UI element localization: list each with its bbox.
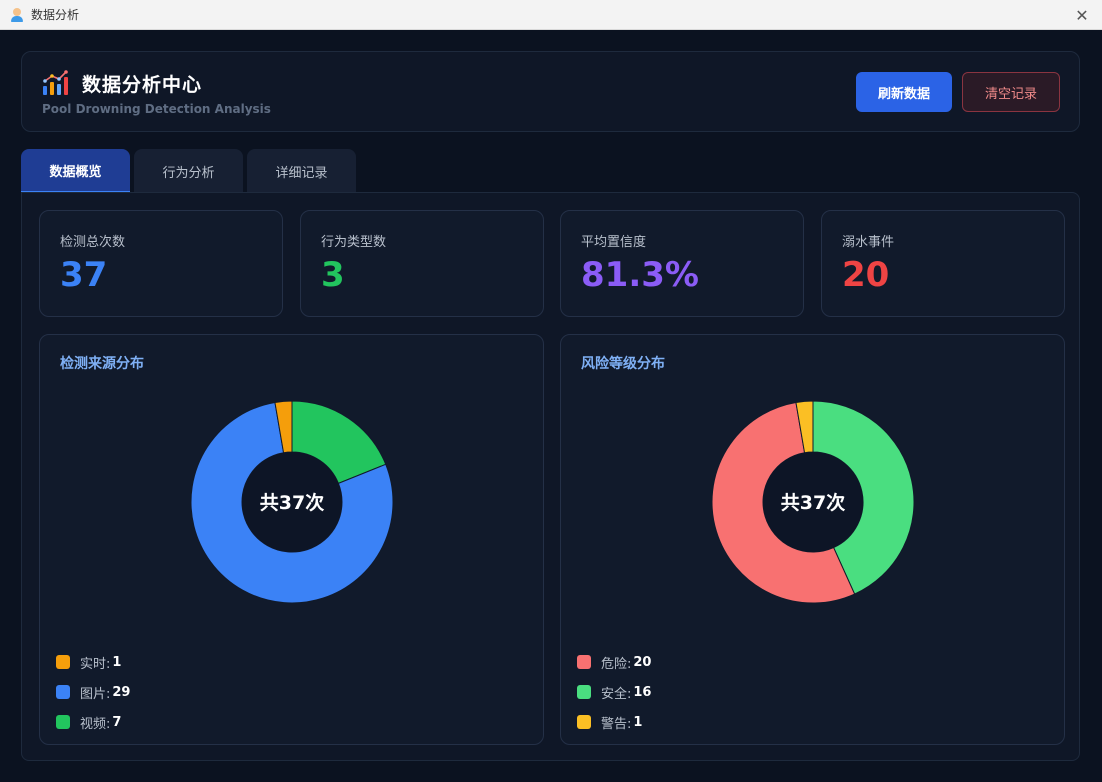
legend-value: 1 [112, 654, 122, 670]
window-title: 数据分析 [31, 8, 80, 22]
risk-distribution-card: 风险等级分布 共37次 危险: 20 安全: 16 警告: 1 [560, 334, 1065, 745]
donut-hole [763, 452, 863, 552]
legend-value: 7 [112, 714, 122, 730]
stat-label: 行为类型数 [321, 235, 387, 250]
legend-swatch [56, 715, 70, 729]
main-area: 数据分析中心 Pool Drowning Detection Analysis … [0, 31, 1102, 782]
stat-value: 20 [842, 255, 890, 295]
legend-label: 安全: [601, 686, 632, 702]
donut-hole [242, 452, 342, 552]
donut-slice-图片 [190, 401, 394, 604]
chart-legend: 实时: 1 图片: 29 视频: 7 [56, 647, 130, 737]
clear-records-button[interactable]: 清空记录 [962, 72, 1060, 112]
stat-label: 平均置信度 [581, 235, 647, 250]
stat-card-avg-confidence: 平均置信度 81.3% [560, 210, 804, 317]
app-icon [9, 7, 25, 23]
refresh-data-button[interactable]: 刷新数据 [856, 72, 952, 112]
legend-label: 视频: [80, 716, 111, 732]
stat-value: 37 [60, 255, 108, 295]
window-titlebar: 数据分析 ✕ [0, 0, 1102, 30]
legend-label: 实时: [80, 656, 111, 672]
stat-label: 溺水事件 [842, 235, 895, 250]
legend-item-image: 图片: 29 [56, 677, 130, 707]
tab-overview[interactable]: 数据概览 [21, 149, 130, 193]
chart-legend: 危险: 20 安全: 16 警告: 1 [577, 647, 651, 737]
legend-swatch [577, 655, 591, 669]
stat-card-behavior-types: 行为类型数 3 [300, 210, 544, 317]
legend-item-warning: 警告: 1 [577, 707, 651, 737]
stat-value: 81.3% [581, 255, 699, 295]
legend-swatch [577, 685, 591, 699]
legend-item-video: 视频: 7 [56, 707, 130, 737]
stat-card-drowning-events: 溺水事件 20 [821, 210, 1065, 317]
legend-value: 29 [112, 684, 131, 700]
legend-label: 警告: [601, 716, 632, 732]
overview-panel: 检测总次数 37 行为类型数 3 平均置信度 81.3% 溺水事件 20 检测来… [21, 192, 1080, 761]
donut-center-label: 共37次 [781, 491, 845, 514]
legend-item-realtime: 实时: 1 [56, 647, 130, 677]
stat-value: 3 [321, 255, 345, 295]
header-card: 数据分析中心 Pool Drowning Detection Analysis … [21, 51, 1080, 132]
stat-label: 检测总次数 [60, 235, 126, 250]
legend-swatch [56, 655, 70, 669]
legend-value: 20 [633, 654, 652, 670]
legend-item-safe: 安全: 16 [577, 677, 651, 707]
page-title: 数据分析中心 [82, 74, 203, 96]
legend-swatch [56, 685, 70, 699]
analytics-chart-icon [43, 70, 68, 95]
legend-item-danger: 危险: 20 [577, 647, 651, 677]
legend-label: 图片: [80, 686, 111, 702]
legend-swatch [577, 715, 591, 729]
source-distribution-card: 检测来源分布 共37次 实时: 1 图片: 29 视频: 7 [39, 334, 544, 745]
tab-detail-records[interactable]: 详细记录 [247, 149, 356, 193]
risk-donut-chart: 共37次 [711, 400, 915, 604]
source-donut-chart: 共37次 [190, 400, 394, 604]
chart-title: 风险等级分布 [581, 356, 665, 372]
page-subtitle: Pool Drowning Detection Analysis [42, 102, 271, 116]
stat-card-total-detections: 检测总次数 37 [39, 210, 283, 317]
donut-center-label: 共37次 [260, 491, 324, 514]
tab-behavior-analysis[interactable]: 行为分析 [134, 149, 243, 193]
close-icon[interactable]: ✕ [1075, 5, 1089, 25]
legend-value: 16 [633, 684, 652, 700]
chart-title: 检测来源分布 [60, 356, 144, 372]
legend-value: 1 [633, 714, 643, 730]
legend-label: 危险: [601, 656, 632, 672]
